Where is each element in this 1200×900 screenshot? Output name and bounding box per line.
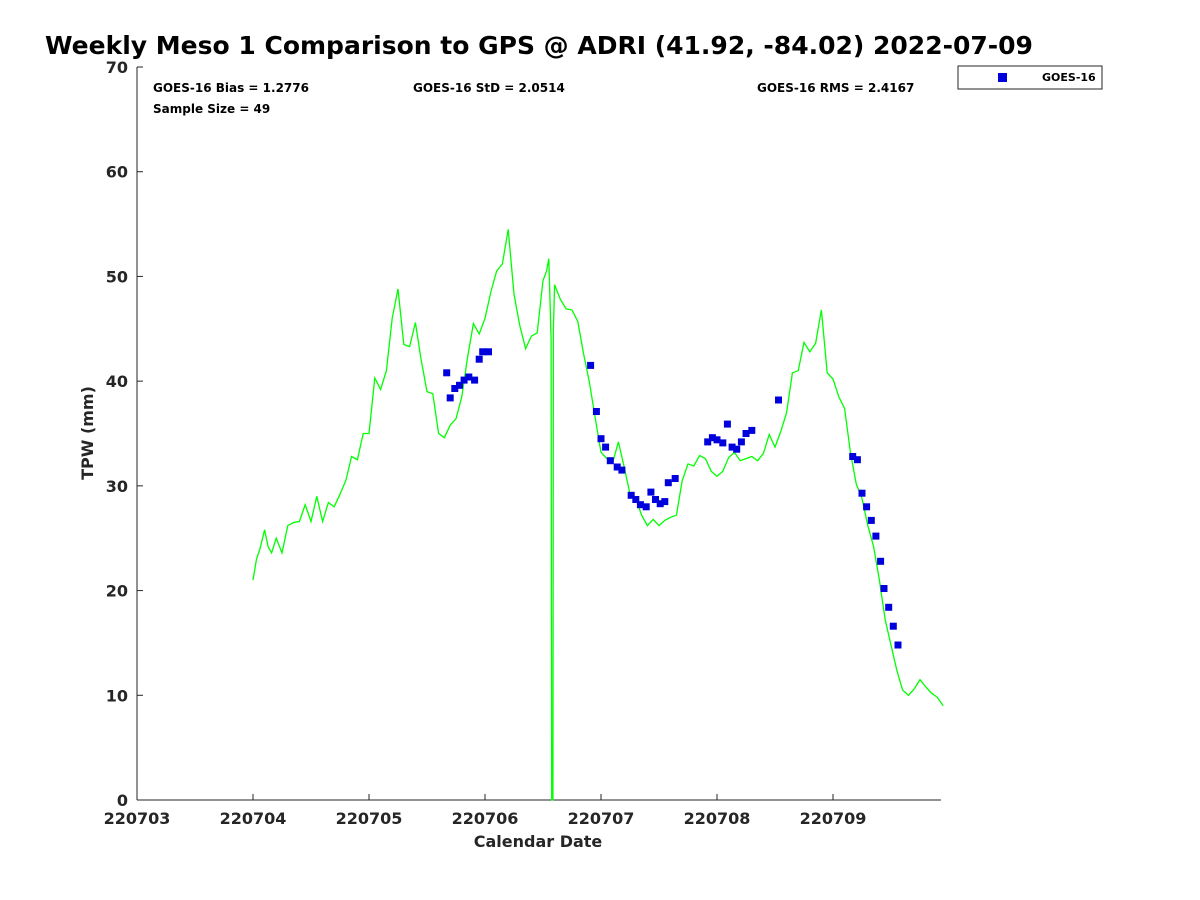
legend: GOES-16 <box>957 65 1103 90</box>
goes-16-point <box>713 436 721 444</box>
gps-series-line <box>252 229 944 801</box>
y-tick-label: 20 <box>106 582 128 601</box>
x-tick-label: 220708 <box>684 809 751 828</box>
y-ticks: 0 10 20 30 40 50 60 70 <box>106 58 143 810</box>
goes-16-point <box>606 457 614 465</box>
goes-16-point <box>636 501 644 509</box>
goes-16-point <box>479 348 487 356</box>
goes-16-point <box>475 355 483 363</box>
goes-16-point <box>592 408 600 415</box>
goes-16-point <box>642 503 650 511</box>
goes-16-point <box>867 516 875 524</box>
x-ticks: 220703 220704 220705 220706 220707 220708 2207… <box>104 794 867 828</box>
goes-16-point <box>602 443 610 451</box>
x-tick-label: 220706 <box>452 809 519 828</box>
goes-16-point <box>652 496 659 503</box>
goes-16-point <box>853 456 861 464</box>
goes-16-point <box>723 420 731 428</box>
goes-16-point <box>889 622 897 630</box>
goes-16-point <box>863 503 871 511</box>
rms-stat: GOES-16 RMS = 2.4167 <box>757 81 914 95</box>
y-tick-label: 70 <box>106 58 128 77</box>
y-tick-label: 0 <box>117 791 128 810</box>
plot-area <box>137 67 941 800</box>
goes-16-point <box>485 348 492 356</box>
goes-16-point <box>656 500 664 508</box>
goes-16-point <box>647 488 655 496</box>
goes-16-point <box>671 475 679 482</box>
goes-16-point <box>632 496 640 503</box>
goes-16-point <box>872 532 880 540</box>
bias-stat: GOES-16 Bias = 1.2776 <box>153 81 309 95</box>
goes-16-point <box>587 361 595 369</box>
goes-16-point <box>443 369 451 377</box>
x-tick-label: 220703 <box>104 809 171 828</box>
legend-marker-goes-16 <box>998 73 1007 82</box>
goes-16-point <box>613 463 621 471</box>
y-axis-label: TPW (mm) <box>78 386 97 480</box>
goes-16-point <box>456 381 463 389</box>
x-axis-label: Calendar Date <box>474 832 603 851</box>
goes-16-point <box>742 430 750 437</box>
y-tick-label: 30 <box>106 477 128 496</box>
goes-16-point <box>858 489 866 497</box>
goes-16-point <box>885 603 893 611</box>
goes-16-point <box>460 376 468 384</box>
legend-box <box>957 65 1103 90</box>
x-tick-label: 220704 <box>220 809 287 828</box>
goes-16-point <box>775 396 782 404</box>
y-tick-label: 10 <box>106 686 128 705</box>
std-stat: GOES-16 StD = 2.0514 <box>413 81 565 95</box>
goes-16-point <box>719 439 727 447</box>
legend-label-goes-16: GOES-16 <box>1042 71 1096 84</box>
goes-16-point <box>704 438 712 446</box>
goes-16-point <box>737 438 745 446</box>
goes-16-point <box>451 385 459 392</box>
y-tick-label: 50 <box>106 267 128 286</box>
goes-16-point <box>664 479 672 487</box>
x-tick-label: 220709 <box>800 809 867 828</box>
goes-16-point <box>748 426 756 434</box>
goes-16-point <box>880 585 888 592</box>
y-tick-label: 40 <box>106 372 128 391</box>
goes-16-point <box>597 435 605 443</box>
goes-16-point <box>733 445 741 453</box>
goes-16-point <box>627 491 635 499</box>
goes-16-markers <box>443 348 902 649</box>
goes-16-point <box>465 373 473 381</box>
goes-16-point <box>446 394 454 402</box>
goes-16-point <box>877 557 885 565</box>
goes-16-point <box>661 498 669 506</box>
goes-16-point <box>708 434 716 442</box>
series-layer <box>252 229 944 801</box>
goes-16-point <box>618 466 626 474</box>
goes-16-point <box>471 376 479 384</box>
y-tick-label: 60 <box>106 163 128 182</box>
x-tick-label: 220707 <box>568 809 635 828</box>
x-tick-label: 220705 <box>336 809 403 828</box>
goes-16-point <box>849 453 857 460</box>
goes-16-point <box>728 443 736 451</box>
sample-size-stat: Sample Size = 49 <box>153 102 270 116</box>
chart-title: Weekly Meso 1 Comparison to GPS @ ADRI (… <box>45 31 1033 60</box>
goes-16-point <box>894 641 902 649</box>
